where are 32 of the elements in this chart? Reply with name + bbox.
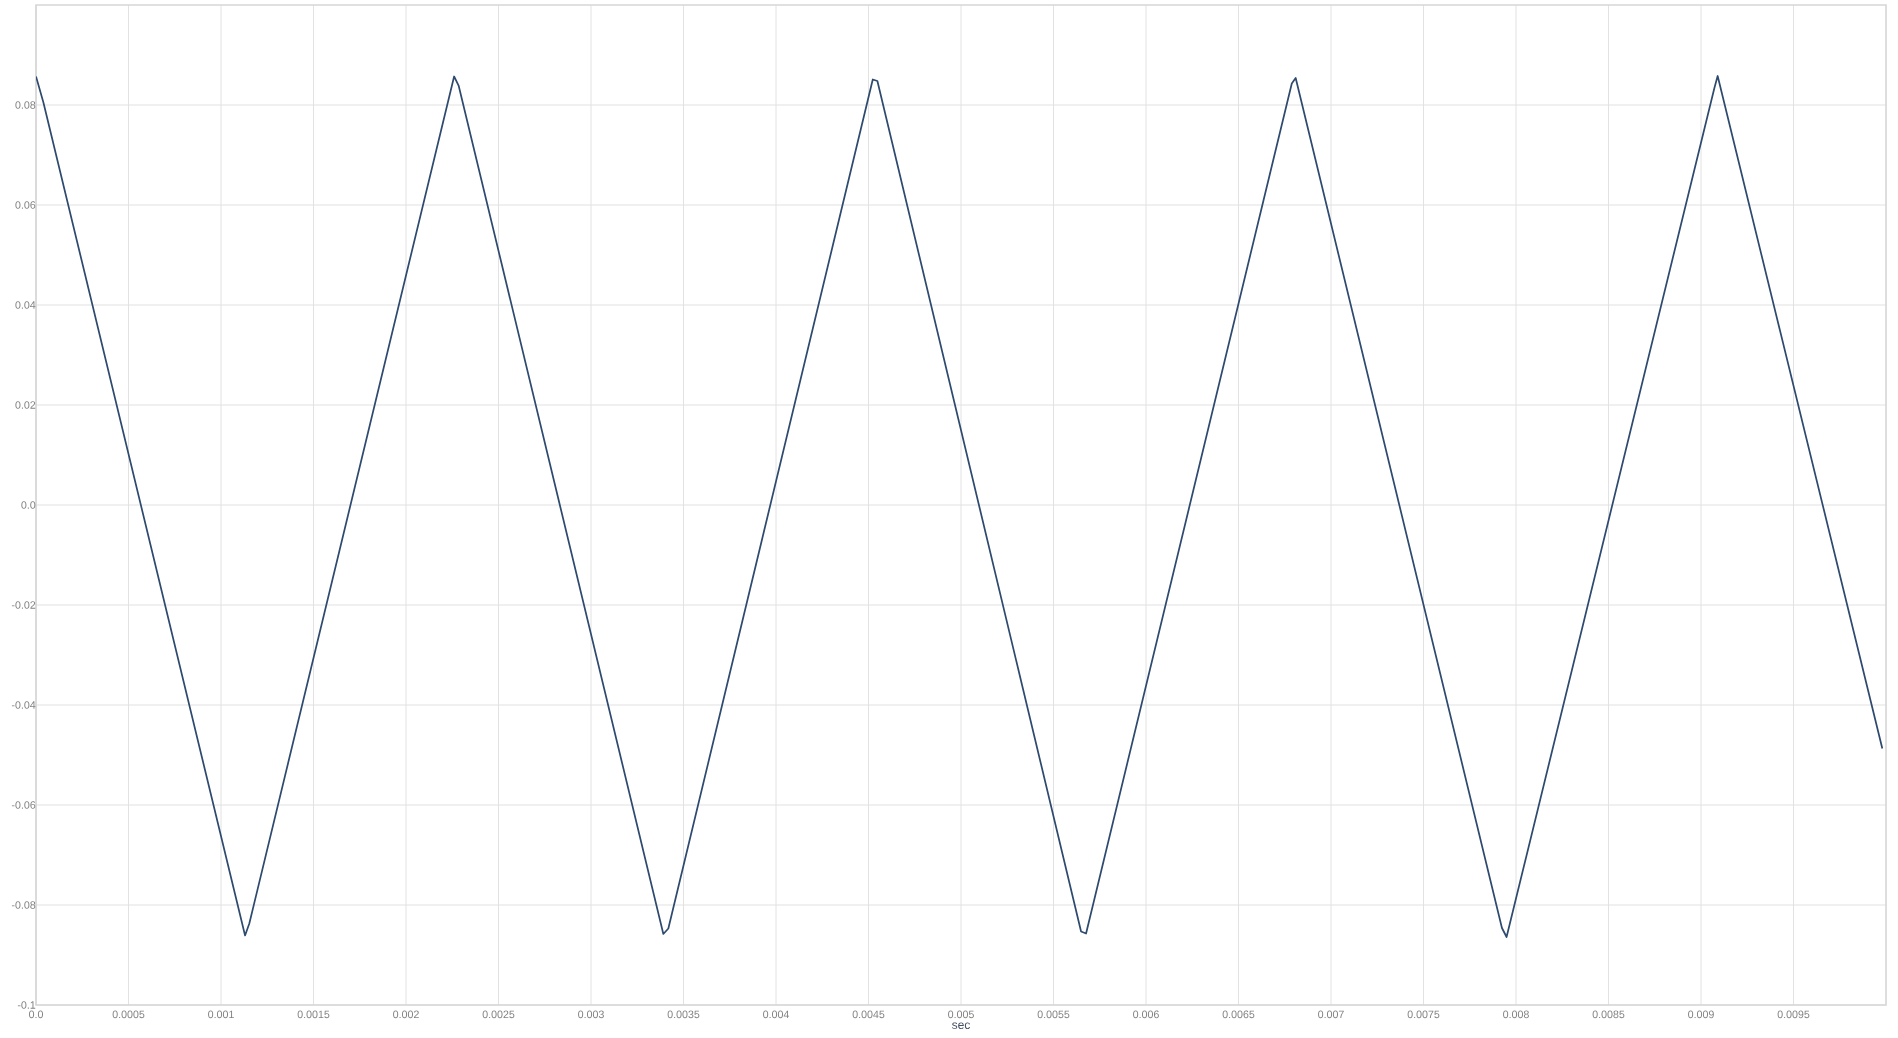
x-tick-label: 0.0005 (112, 1010, 145, 1019)
y-tick-label: 0.08 (15, 101, 36, 109)
y-tick-label: -0.06 (11, 801, 36, 809)
x-tick-label: 0.0 (29, 1010, 44, 1019)
x-tick-label: 0.0095 (1777, 1010, 1810, 1019)
x-tick-label: 0.006 (1133, 1010, 1159, 1019)
y-tick-label: -0.04 (11, 701, 36, 709)
x-tick-label: 0.007 (1318, 1010, 1344, 1019)
y-tick-label: 0.0 (21, 501, 36, 509)
y-tick-label: -0.08 (11, 901, 36, 909)
x-tick-label: 0.008 (1503, 1010, 1529, 1019)
x-axis-title: sec (952, 1022, 971, 1029)
x-tick-label: 0.001 (208, 1010, 234, 1019)
x-tick-label: 0.005 (948, 1010, 974, 1019)
y-tick-label: -0.1 (17, 1001, 36, 1009)
x-tick-label: 0.009 (1688, 1010, 1714, 1019)
x-tick-label: 0.0015 (297, 1010, 330, 1019)
x-tick-label: 0.003 (578, 1010, 604, 1019)
x-tick-label: 0.0035 (667, 1010, 700, 1019)
y-tick-label: 0.06 (15, 201, 36, 209)
x-tick-label: 0.0065 (1222, 1010, 1255, 1019)
x-tick-label: 0.002 (393, 1010, 419, 1019)
x-tick-label: 0.0025 (482, 1010, 515, 1019)
x-tick-label: 0.0085 (1592, 1010, 1625, 1019)
x-tick-label: 0.0045 (852, 1010, 885, 1019)
line-series (36, 75, 1884, 938)
x-tick-label: 0.0075 (1407, 1010, 1440, 1019)
x-tick-label: 0.004 (763, 1010, 790, 1019)
x-tick-label: 0.0055 (1037, 1010, 1070, 1019)
y-tick-label: 0.02 (15, 401, 36, 409)
y-tick-label: 0.04 (15, 301, 36, 309)
y-tick-label: -0.02 (11, 601, 36, 609)
